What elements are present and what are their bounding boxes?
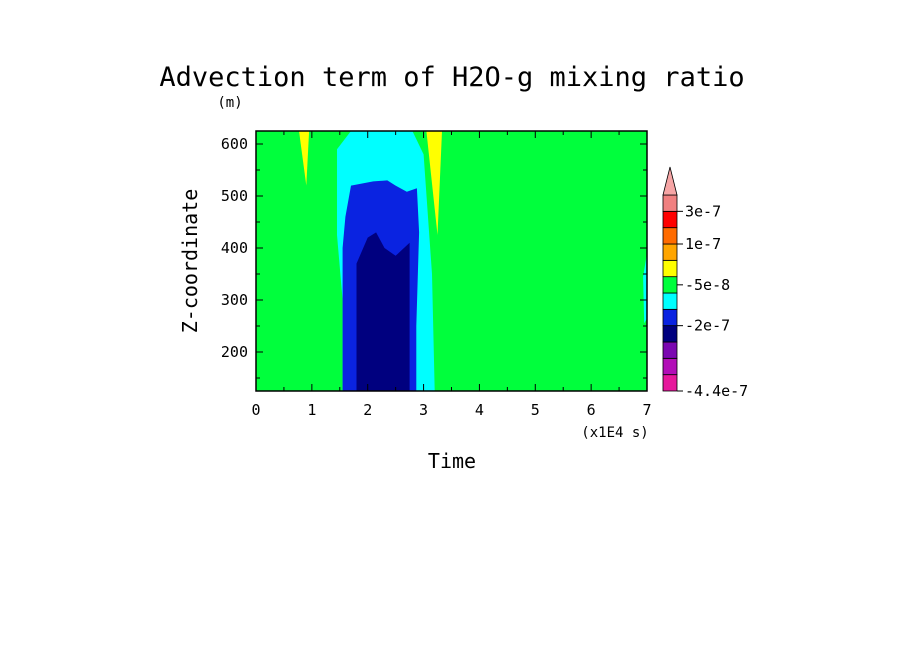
- colorbar-level: [662, 243, 678, 261]
- x-tick-label: 5: [531, 401, 540, 419]
- y-tick-label: 300: [221, 291, 248, 309]
- colorbar-level: [662, 341, 678, 359]
- colorbar-label: -2e-7: [685, 317, 730, 335]
- colorbar-level: [662, 325, 678, 343]
- x-tick-label: 3: [419, 401, 428, 419]
- x-tick-label: 7: [642, 401, 651, 419]
- colorbar-level: [662, 259, 678, 278]
- y-tick-label: 500: [221, 187, 248, 205]
- x-axis-label: Time: [428, 449, 476, 473]
- colorbar-level: [662, 357, 678, 376]
- yellow-spike-1: [299, 131, 310, 186]
- colorbar-label: -4.4e-7: [685, 382, 748, 400]
- x-axis-unit: (x1E4 s): [581, 425, 648, 441]
- navy-region: [356, 232, 410, 391]
- colorbar-label: 3e-7: [685, 202, 721, 220]
- plot-background-level: [256, 131, 647, 391]
- colorbar-level: [662, 374, 678, 392]
- y-tick-label: 400: [221, 239, 248, 257]
- x-tick-label: 0: [251, 401, 260, 419]
- colorbar-label: 1e-7: [685, 235, 721, 253]
- y-axis: 200 300 400 500 600: [221, 135, 647, 379]
- x-tick-label: 1: [307, 401, 316, 419]
- plot-area: [255, 130, 648, 392]
- colorbar: 3e-7 1e-7 -5e-8 -2e-7 -4.4e-7: [662, 166, 748, 400]
- colorbar-level: [662, 227, 678, 245]
- x-tick-label: 6: [587, 401, 596, 419]
- colorbar-label: -5e-8: [685, 276, 730, 294]
- y-tick-label: 600: [221, 135, 248, 153]
- colorbar-level: [662, 276, 678, 294]
- yellow-spike-2: [426, 131, 442, 235]
- y-tick-label: 200: [221, 343, 248, 361]
- colorbar-level: [662, 194, 678, 212]
- x-axis: 0 1 2 3 4 5 6 7: [251, 131, 652, 419]
- colorbar-extend-triangle: [662, 166, 678, 196]
- colorbar-level: [662, 292, 678, 310]
- chart-title: Advection term of H2O-g mixing ratio: [159, 62, 744, 93]
- x-tick-label: 2: [363, 401, 372, 419]
- cyan-edge: [643, 253, 647, 324]
- colorbar-level: [662, 210, 678, 229]
- x-tick-label: 4: [475, 401, 484, 419]
- y-axis-label: Z-coordinate: [178, 189, 202, 334]
- y-axis-unit: (m): [217, 95, 242, 111]
- colorbar-level: [662, 308, 678, 327]
